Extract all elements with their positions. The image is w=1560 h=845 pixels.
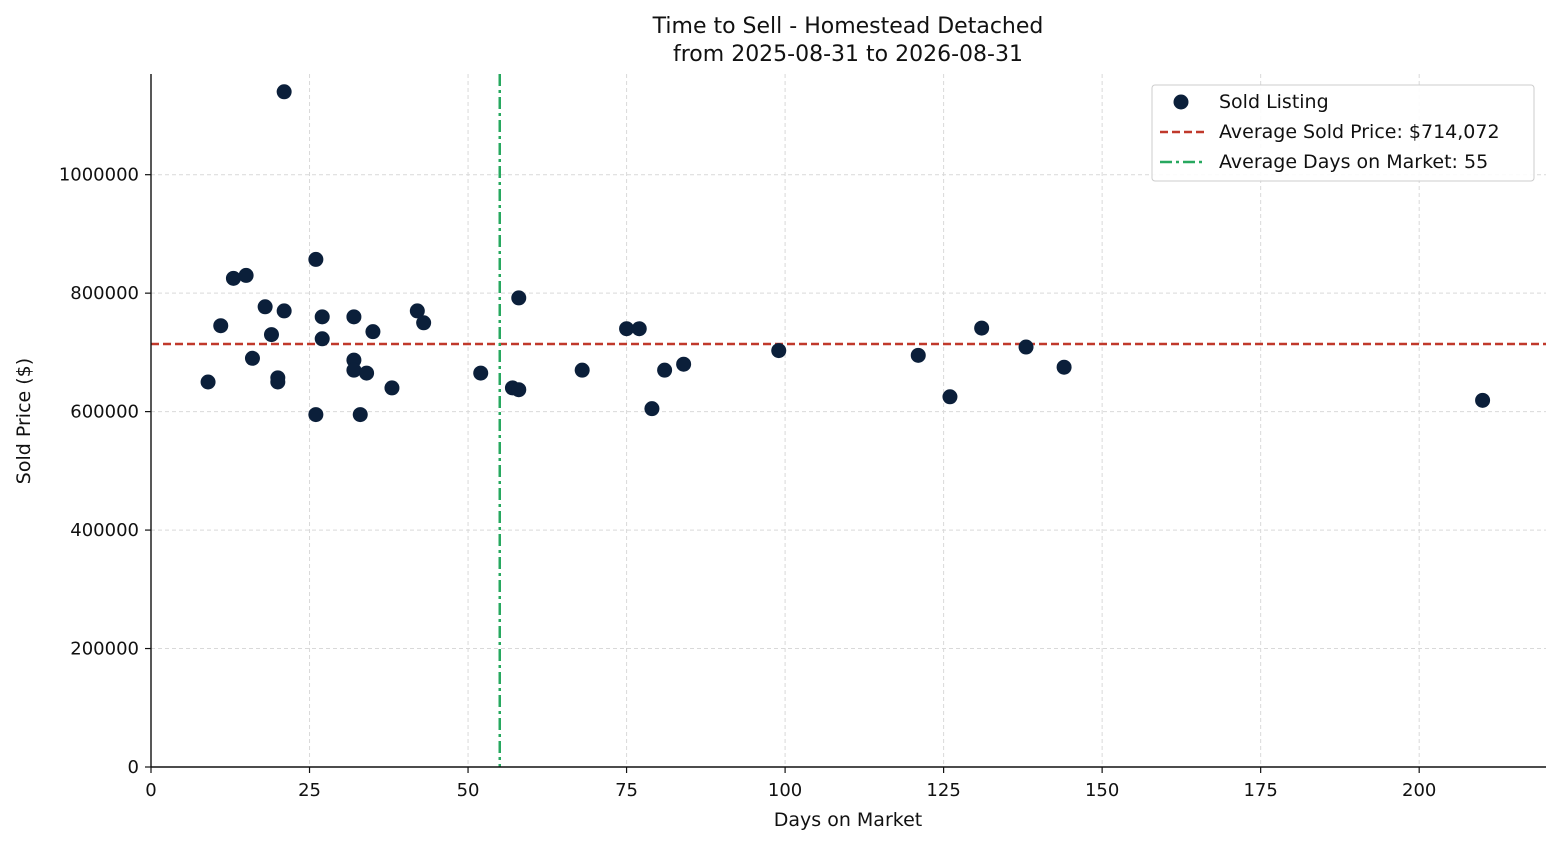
sold-listing-point — [473, 365, 489, 381]
sold-listing-point — [1475, 392, 1491, 408]
legend-box — [1151, 84, 1535, 182]
sold-listing-point — [263, 327, 279, 343]
sold-listing-point — [346, 362, 362, 378]
sold-listing-point — [657, 362, 673, 378]
legend-label-sold-listing: Sold Listing — [1219, 91, 1329, 113]
x-tick-label: 75 — [615, 780, 638, 801]
sold-listing-point — [359, 365, 375, 381]
sold-listing-point — [314, 331, 330, 347]
x-tick-label: 50 — [457, 780, 480, 801]
y-tick-label: 1000000 — [59, 165, 139, 186]
x-tick-label: 150 — [1085, 780, 1119, 801]
y-axis-ticks: 0 200000 400000 600000 800000 1000000 — [59, 165, 151, 778]
sold-listing-point — [276, 84, 292, 100]
sold-listing-point — [1056, 359, 1072, 375]
x-tick-label: 25 — [298, 780, 321, 801]
x-tick-label: 175 — [1243, 780, 1277, 801]
sold-listing-point — [352, 407, 368, 423]
x-tick-label: 125 — [926, 780, 960, 801]
sold-listing-point — [314, 309, 330, 325]
x-tick-label: 100 — [768, 780, 802, 801]
sold-listing-point — [257, 299, 273, 315]
sold-listing-point — [676, 356, 692, 372]
axes — [150, 74, 1546, 768]
sold-listing-point — [619, 321, 635, 337]
sold-listing-point — [308, 251, 324, 267]
sold-listing-point — [631, 321, 647, 337]
y-tick-label: 200000 — [70, 639, 139, 660]
y-tick-label: 800000 — [70, 283, 139, 304]
x-axis-label: Days on Market — [774, 809, 922, 831]
sold-listing-point — [213, 318, 229, 334]
sold-listing-point — [511, 290, 527, 306]
y-tick-label: 0 — [128, 757, 139, 778]
sold-listing-point — [574, 362, 590, 378]
x-tick-label: 0 — [145, 780, 156, 801]
sold-listing-point — [910, 347, 926, 363]
sold-listing-point — [644, 401, 660, 417]
reference-lines — [151, 74, 1546, 767]
sold-listing-point — [308, 407, 324, 423]
scatter-points — [200, 84, 1491, 423]
sold-listing-point — [270, 374, 286, 390]
sold-listing-point — [409, 303, 425, 319]
sold-listing-point — [511, 382, 527, 398]
x-axis-ticks: 0 25 50 75 100 125 150 175 200 — [145, 767, 1436, 801]
chart-title-line-2: from 2025-08-31 to 2026-08-31 — [673, 42, 1023, 67]
legend-label-average-price: Average Sold Price: $714,072 — [1219, 121, 1500, 143]
sold-listing-point — [200, 374, 216, 390]
sold-listing-point — [416, 315, 432, 331]
x-tick-label: 200 — [1402, 780, 1436, 801]
sold-listing-point — [238, 267, 254, 283]
y-axis-label: Sold Price ($) — [13, 358, 35, 484]
y-tick-label: 400000 — [70, 520, 139, 541]
sold-listing-point — [771, 343, 787, 359]
sold-listing-point — [942, 389, 958, 405]
legend-label-average-days: Average Days on Market: 55 — [1219, 151, 1488, 173]
sold-listing-point — [276, 303, 292, 319]
sold-listing-point — [365, 324, 381, 340]
sold-listing-point — [346, 309, 362, 325]
legend: Sold Listing Average Sold Price: $714,07… — [1151, 84, 1535, 182]
sold-listing-point — [225, 270, 241, 286]
sold-listing-point — [384, 380, 400, 396]
sold-listing-point — [244, 350, 260, 366]
y-tick-label: 600000 — [70, 402, 139, 423]
chart-title-line-1: Time to Sell - Homestead Detached — [652, 14, 1044, 39]
legend-marker-sold-listing — [1173, 94, 1189, 110]
sold-listing-point — [974, 320, 990, 336]
sold-listing-point — [1018, 339, 1034, 355]
